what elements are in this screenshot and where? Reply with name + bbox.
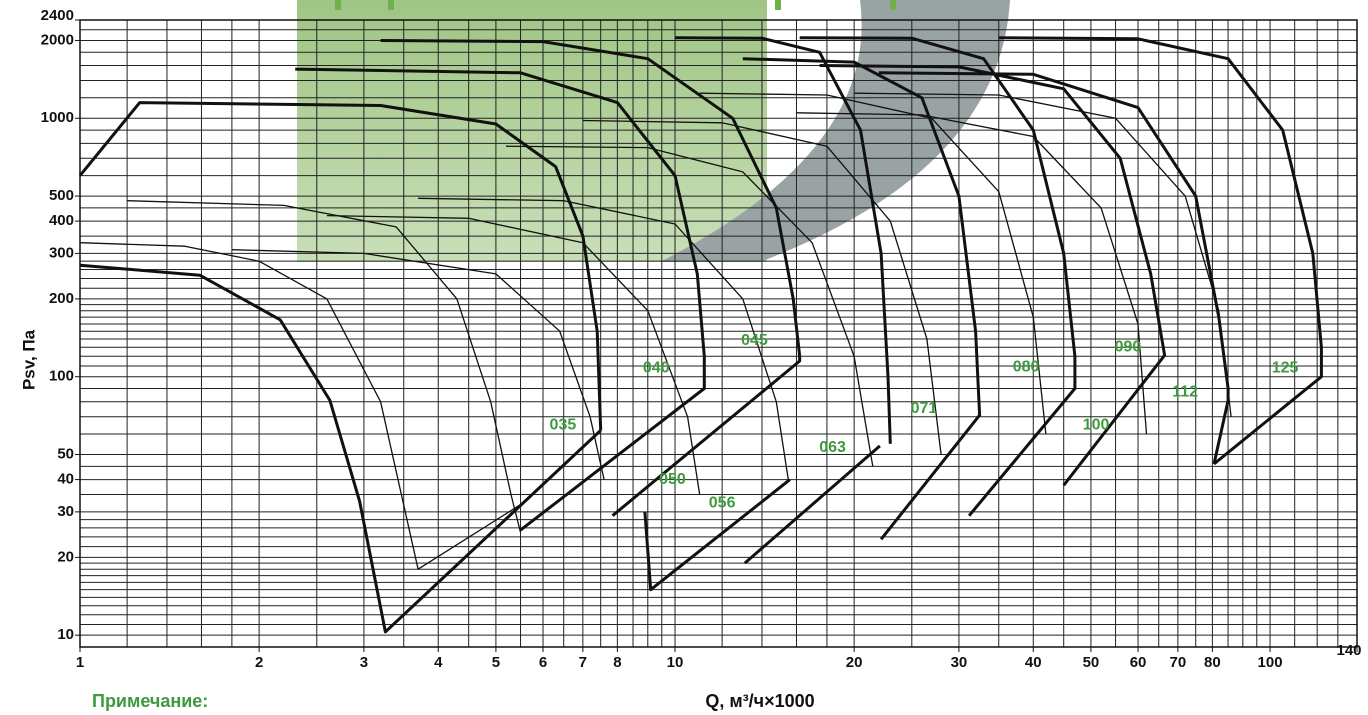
size-label: 045 [741, 332, 768, 349]
size-label: 063 [819, 439, 846, 456]
y-tick-label: 2000 [41, 31, 74, 48]
x-tick-label: 70 [1170, 654, 1187, 671]
fan-curve [79, 242, 521, 570]
x-tick-label: 60 [1130, 654, 1147, 671]
fan-curve [799, 36, 1077, 517]
decor-mark [775, 0, 781, 10]
fan-curve [699, 92, 1047, 435]
y-tick-label: 10 [57, 626, 74, 643]
x-tick-label: 80 [1204, 654, 1221, 671]
x-tick-label: 8 [613, 654, 621, 671]
fan-curve [127, 200, 522, 533]
y-tick-label: 300 [49, 244, 74, 261]
curves [78, 36, 1323, 634]
x-tick-label: 40 [1025, 654, 1042, 671]
x-tick-label: 5 [492, 654, 500, 671]
size-label: 035 [550, 416, 577, 433]
x-tick-label: 50 [1083, 654, 1100, 671]
fan-curve [582, 119, 942, 455]
y-axis-label: Psv, Па [19, 329, 38, 390]
fan-curve [643, 478, 791, 592]
size-label: 050 [659, 471, 686, 488]
y-tick-label: 100 [49, 368, 74, 385]
fan-curve [295, 67, 706, 532]
size-label: 112 [1172, 384, 1198, 401]
fan-curve [819, 64, 1167, 487]
fan-curve [796, 112, 1148, 435]
fan-curve [78, 101, 603, 431]
plot-frame [79, 19, 1358, 648]
fan-curve [998, 36, 1323, 466]
fan-curve [878, 71, 1230, 465]
size-label: 090 [1115, 338, 1142, 355]
decor-mark [890, 0, 896, 10]
y-tick-label: 500 [49, 187, 74, 204]
size-label: 056 [709, 494, 736, 511]
labels: 1 2 3 4 5 6 7 8 10 20 30 40 50 60 70 80 100 140 10 20 30 40 50… [41, 7, 1362, 671]
fan-curve [231, 249, 605, 480]
fan-curve [418, 197, 789, 480]
decor-mark [335, 0, 341, 10]
y-tick-label: 40 [57, 471, 74, 488]
size-label: 040 [643, 359, 670, 376]
x-tick-label: 10 [667, 654, 684, 671]
y-tick-label: 20 [57, 548, 74, 565]
y-tick-label: 50 [57, 445, 74, 462]
x-axis-label: Q, м³/ч×1000 [705, 691, 814, 711]
fan-curve [79, 263, 602, 634]
note: Примечание: [92, 691, 208, 711]
x-tick-label: 30 [951, 654, 968, 671]
fan-curve [743, 444, 881, 565]
fan-curve [380, 39, 802, 517]
x-tick-label: 3 [360, 654, 368, 671]
size-label: 071 [911, 400, 938, 417]
x-tick-label: 100 [1258, 654, 1283, 671]
fan-curve [674, 36, 892, 444]
x-tick-label: 1 [76, 654, 84, 671]
x-tick-label: 20 [846, 654, 863, 671]
size-label: 080 [1013, 358, 1040, 375]
fan-curve [505, 145, 874, 467]
y-tick-label: 2400 [41, 7, 74, 24]
fan-curve [326, 214, 701, 495]
x-tick-label: 4 [434, 654, 443, 671]
y-tick-label: 30 [57, 503, 74, 520]
y-tick-label: 1000 [41, 109, 74, 126]
x-tick-label: 7 [579, 654, 587, 671]
x-tick-label: 6 [539, 654, 547, 671]
decor-mark [388, 0, 394, 10]
y-tick-label: 200 [49, 290, 74, 307]
fan-curve [742, 57, 982, 541]
size-label: 100 [1083, 416, 1110, 433]
x-tick-label: 2 [255, 654, 263, 671]
fan-curve [854, 92, 1232, 417]
decor-panel [297, 0, 767, 262]
y-tick-label: 400 [49, 212, 74, 229]
x-tick-label: 140 [1336, 642, 1361, 659]
size-label: 125 [1272, 359, 1299, 376]
